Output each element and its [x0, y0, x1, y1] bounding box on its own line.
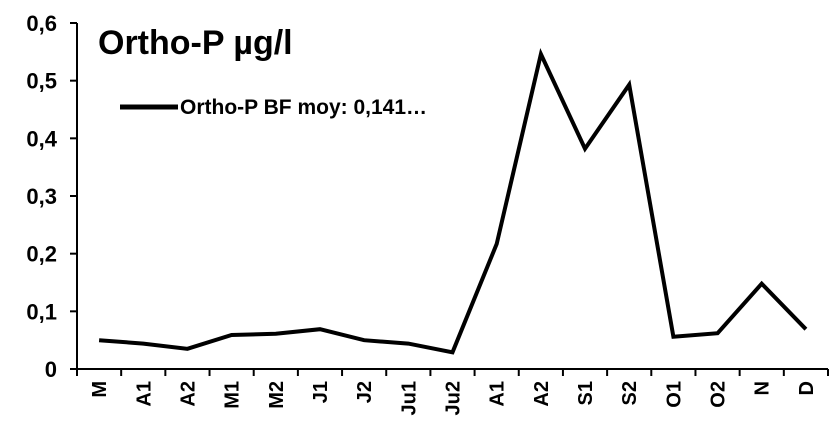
legend-label: Ortho-P BF moy: 0,141… [180, 96, 427, 119]
x-tick-label: M [89, 381, 111, 398]
chart-axes [76, 23, 828, 370]
legend: Ortho-P BF moy: 0,141… [120, 96, 427, 119]
x-tick-label: D [796, 381, 818, 395]
x-tick-label: Ju1 [398, 381, 420, 415]
x-tick-label: A1 [487, 381, 509, 407]
x-tick-label: A2 [177, 381, 199, 407]
x-tick-label: J1 [310, 381, 332, 403]
plot-area [98, 48, 808, 355]
x-tick-label: O1 [663, 381, 685, 408]
x-tick-label: M1 [222, 381, 244, 409]
y-tick-label: 0 [45, 357, 57, 382]
y-tick-label: 0,5 [26, 69, 57, 94]
x-tick-label: S1 [575, 381, 597, 405]
x-tick-label: Ju2 [443, 381, 465, 415]
x-tick-label: O2 [708, 381, 730, 408]
y-tick-label: 0,1 [26, 299, 57, 324]
y-tick-label: 0,2 [26, 242, 57, 267]
x-tick-label: M2 [266, 381, 288, 409]
y-axis-ticks: 0 0,1 0,2 0,3 0,4 0,5 0,6 [26, 11, 77, 382]
x-tick-label: J2 [354, 381, 376, 403]
x-tick-label: A1 [133, 381, 155, 407]
y-tick-label: 0,4 [26, 126, 57, 151]
chart-title: Ortho-P µg/l [98, 24, 293, 62]
x-tick-label: N [752, 381, 774, 395]
x-tick-label: A2 [531, 381, 553, 407]
y-tick-label: 0,6 [26, 11, 57, 36]
y-tick-label: 0,3 [26, 184, 57, 209]
x-axis-ticks: M A1 A2 M1 M2 J1 J2 Ju1 Ju2 A1 A2 S1 S2 O1 O2 N D [76, 369, 829, 415]
x-tick-label: S2 [619, 381, 641, 405]
